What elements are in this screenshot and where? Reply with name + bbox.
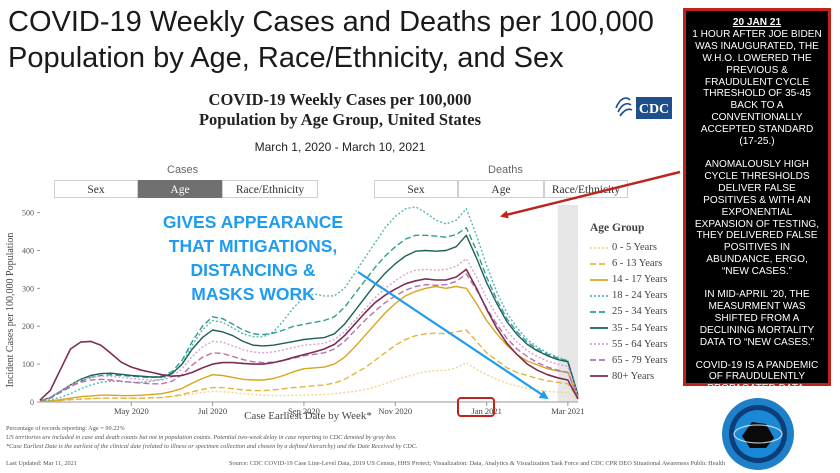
legend-swatch (590, 278, 608, 281)
x-tick-label: Mar 2021 (551, 406, 584, 416)
panel-paragraph-2: ANOMALOUSLY HIGH CYCLE THRESHOLDS DELIVE… (694, 158, 820, 278)
chart-title-line-2: Population by Age Group, United States (198, 110, 482, 129)
deaths-tab-caption: Deaths (488, 164, 523, 176)
footnotes: Percentage of records reporting: Age = 9… (6, 425, 725, 467)
x-tick-label: May 2020 (114, 406, 149, 416)
footnote-source: Source: CDC COVID-19 Case Line-Level Dat… (229, 460, 725, 467)
legend-swatch (590, 246, 608, 249)
series-line-4 (39, 226, 579, 402)
callout-arrow-blue (357, 271, 549, 400)
series-line-7 (39, 273, 579, 402)
x-tick-label: Sep 2020 (288, 406, 320, 416)
reporting-delay-shade (557, 205, 578, 402)
deaths-tab-race-ethnicity[interactable]: Race/Ethnicity (544, 180, 628, 198)
legend-item: 25 - 34 Years (590, 304, 667, 320)
legend-item: 14 - 17 Years (590, 272, 667, 288)
legend-swatch (590, 262, 608, 265)
series-line-8 (39, 268, 579, 401)
annotation-line-3: DISTANCING & (190, 260, 316, 280)
legend-swatch (590, 359, 608, 362)
deaths-tab-sex[interactable]: Sex (374, 180, 458, 198)
footnote-last-updated: Last Updated: Mar 11, 2021 (6, 460, 77, 467)
headline-line-1: COVID-19 Weekly Cases and Deaths per 100… (8, 6, 654, 38)
x-tick-label: Nov 2020 (378, 406, 412, 416)
mitigation-annotation: GIVES APPEARANCE THAT MITIGATIONS, DISTA… (138, 210, 368, 306)
series-line-5 (39, 234, 579, 402)
legend-item: 0 - 5 Years (590, 240, 657, 256)
x-axis-label: Case Earliest Date by Week* (244, 410, 372, 422)
legend-item: 65 - 79 Years (590, 353, 667, 369)
y-tick-label: 100 (22, 360, 34, 369)
legend-label: 80+ Years (612, 370, 655, 382)
callout-arrow-red (500, 170, 681, 219)
panel-paragraph-3: IN MID-APRIL '20, THE MEASURMENT WAS SHI… (699, 289, 815, 348)
panel-paragraph-1: 1 HOUR AFTER JOE BIDEN WAS INAUGURATED, … (692, 28, 822, 148)
cases-tab-caption: Cases (167, 164, 199, 176)
y-tick-label: 200 (22, 322, 34, 331)
legend-label: 14 - 17 Years (612, 274, 668, 286)
y-tick-label: 300 (22, 284, 34, 293)
cdc-badge (636, 97, 672, 119)
cases-tab-age[interactable]: Age (138, 180, 222, 198)
y-axis-label: Incident Cases per 100,000 Population (5, 233, 16, 388)
cdc-logo: CDC (615, 97, 672, 119)
legend-label: 55 - 64 Years (612, 338, 668, 350)
commentary-panel: 20 JAN 21 1 HOUR AFTER JOE BIDEN WAS INA… (683, 8, 831, 394)
series-line-1 (39, 329, 579, 403)
headline-line-2: Population by Age, Race/Ethnicity, and S… (8, 42, 564, 74)
globe-logo-icon (722, 398, 794, 470)
legend-label: 18 - 24 Years (612, 290, 668, 302)
legend-item: 55 - 64 Years (590, 337, 667, 353)
y-tick-label: 500 (22, 209, 34, 218)
legend-item: 6 - 13 Years (590, 256, 662, 272)
annotation-line-2: THAT MITIGATIONS, (168, 236, 338, 256)
deaths-tab-age[interactable]: Age (458, 180, 544, 198)
date-range: March 1, 2020 - March 10, 2021 (254, 140, 426, 154)
cases-tab-sex[interactable]: Sex (54, 180, 138, 198)
legend-swatch (590, 294, 608, 297)
footnote-territories: US territories are included in case and … (6, 433, 397, 441)
series-line-0 (39, 361, 579, 403)
legend-item: 80+ Years (590, 369, 654, 385)
legend-title: Age Group (590, 222, 645, 234)
panel-date: 20 JAN 21 (732, 17, 782, 28)
x-tick-label: Jul 2020 (198, 406, 227, 416)
legend-item: 18 - 24 Years (590, 288, 667, 304)
footnote-case-date: *Case Earliest Date is the earliest of t… (6, 442, 418, 450)
legend-label: 6 - 13 Years (612, 258, 663, 270)
legend-swatch (590, 343, 608, 346)
hhs-eagle-icon (615, 97, 633, 117)
headline: COVID-19 Weekly Cases and Deaths per 100… (8, 4, 668, 76)
legend-item: 35 - 54 Years (590, 321, 667, 337)
chart-title: COVID-19 Weekly Cases per 100,000 Popula… (150, 90, 530, 130)
x-tick-label: Jan 2021 (471, 406, 501, 416)
chart-title-line-1: COVID-19 Weekly Cases per 100,000 (208, 90, 472, 109)
legend-label: 35 - 54 Years (612, 322, 668, 334)
legend-label: 25 - 34 Years (612, 306, 668, 318)
jan-2021-highlight-box (457, 397, 495, 417)
cases-tab-race-ethnicity[interactable]: Race/Ethnicity (222, 180, 318, 198)
annotation-line-4: MASKS WORK (191, 284, 315, 304)
legend-label: 0 - 5 Years (612, 242, 657, 253)
annotation-line-1: GIVES APPEARANCE (162, 212, 344, 232)
y-tick-label: 400 (22, 246, 34, 255)
legend-swatch (590, 311, 608, 313)
legend-label: 65 - 79 Years (612, 354, 668, 366)
legend-swatch (590, 327, 608, 329)
series-line-2 (39, 285, 579, 403)
legend-swatch (590, 375, 608, 378)
y-tick-label: 0 (30, 398, 34, 407)
cdc-badge-label: CDC (639, 102, 669, 117)
panel-paragraph-4: COVID-19 IS A PANDEMIC OF FRAUDULENTLY P… (695, 359, 819, 395)
footnote-age-reporting: Percentage of records reporting: Age = 9… (6, 425, 125, 432)
plot-area: 0 100 200 300 400 500 May 2020 Jul 2020 Sep 2020… (22, 205, 584, 416)
